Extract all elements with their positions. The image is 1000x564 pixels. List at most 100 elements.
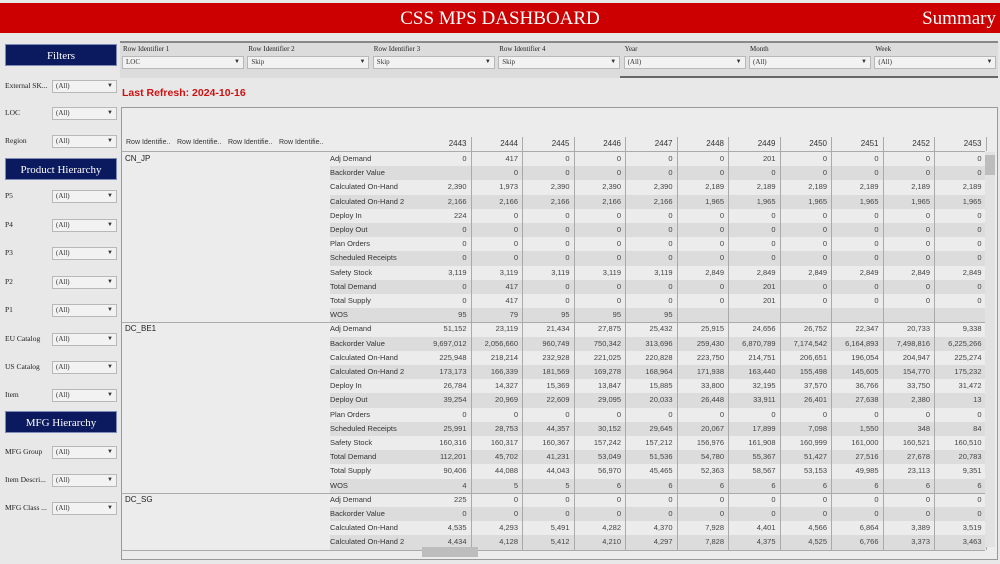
table-row: Total Demand 0 417 0 0 0 0 201 0 0 0 0 <box>330 279 987 294</box>
table-row: Plan Orders 0 0 0 0 0 0 0 0 0 0 0 <box>330 237 987 252</box>
table-cell: 0 <box>523 223 575 238</box>
table-cell: 0 <box>884 294 935 309</box>
table-cell: 154,770 <box>884 365 935 380</box>
week-header-2451[interactable]: 2451 <box>832 137 884 151</box>
table-cell <box>420 166 472 181</box>
topfilter-dropdown[interactable]: (All) ▼ <box>623 56 746 69</box>
table-cell: 225,274 <box>935 350 987 365</box>
filter-dropdown[interactable]: (All) ▼ <box>52 333 117 346</box>
table-cell: 2,166 <box>626 194 678 209</box>
table-cell: 0 <box>935 492 987 507</box>
topfilter-label: Week <box>875 45 892 53</box>
table-cell: 2,166 <box>523 194 575 209</box>
table-cell: 2,390 <box>575 180 626 195</box>
filter-dropdown[interactable]: (All) ▼ <box>52 474 117 487</box>
row-identifier-header[interactable]: Row Identifie.. <box>126 139 171 146</box>
topfilter-dropdown[interactable]: (All) ▼ <box>749 56 871 69</box>
filter-dropdown[interactable]: (All) ▼ <box>52 135 117 148</box>
week-header-2452[interactable]: 2452 <box>884 137 935 151</box>
filter-mfg-group: MFG Group (All) ▼ <box>5 446 117 460</box>
table-cell: 20,783 <box>935 450 987 465</box>
filter-dropdown[interactable]: (All) ▼ <box>52 247 117 260</box>
week-header-2453[interactable]: 2453 <box>935 137 987 151</box>
table-cell: 0 <box>420 251 472 266</box>
table-cell: 5,412 <box>523 535 575 550</box>
row-identifier-header[interactable]: Row Identifie.. <box>279 139 324 146</box>
filter-mfg-class-: MFG Class ... (All) ▼ <box>5 502 117 516</box>
chevron-down-icon: ▼ <box>861 59 867 65</box>
table-cell: 0 <box>832 492 884 507</box>
week-header-2447[interactable]: 2447 <box>626 137 678 151</box>
filter-dropdown[interactable]: (All) ▼ <box>52 361 117 374</box>
table-row: Total Supply 90,406 44,088 44,043 56,970 45,4… <box>330 464 987 479</box>
table-cell: 0 <box>781 407 832 422</box>
table-cell: 196,054 <box>832 350 884 365</box>
chevron-down-icon: ▼ <box>107 449 113 455</box>
table-cell: 7,828 <box>678 535 729 550</box>
table-row: Adj Demand 225 0 0 0 0 0 0 0 0 0 0 <box>330 492 987 507</box>
week-header-2444[interactable]: 2444 <box>472 137 523 151</box>
filter-dropdown[interactable]: (All) ▼ <box>52 219 117 232</box>
filter-dropdown[interactable]: (All) ▼ <box>52 276 117 289</box>
table-cell: 32,195 <box>729 379 781 394</box>
metric-label: Deploy Out <box>330 225 368 234</box>
filter-dropdown[interactable]: (All) ▼ <box>52 389 117 402</box>
vertical-scroll-thumb[interactable] <box>985 155 995 175</box>
topfilter-dropdown[interactable]: Skip ▼ <box>372 56 495 69</box>
table-cell: 3,119 <box>420 265 472 280</box>
table-cell: 0 <box>678 294 729 309</box>
table-cell: 53,153 <box>781 464 832 479</box>
filter-label: P4 <box>5 220 13 229</box>
table-cell: 0 <box>884 507 935 522</box>
topfilter-dropdown[interactable]: Skip ▼ <box>498 56 621 69</box>
table-cell: 0 <box>523 208 575 223</box>
summary-tab[interactable]: Summary <box>922 8 996 29</box>
table-cell: 0 <box>575 223 626 238</box>
vertical-scrollbar[interactable] <box>985 152 995 547</box>
table-cell: 0 <box>781 237 832 252</box>
table-cell: 220,828 <box>626 350 678 365</box>
filter-dropdown[interactable]: (All) ▼ <box>52 80 117 93</box>
week-header-2443[interactable]: 2443 <box>420 137 472 151</box>
week-header-2449[interactable]: 2449 <box>729 137 781 151</box>
filter-label: Item Descri... <box>5 475 46 484</box>
filter-dropdown[interactable]: (All) ▼ <box>52 304 117 317</box>
week-header-2446[interactable]: 2446 <box>575 137 626 151</box>
metric-label: Adj Demand <box>330 324 372 334</box>
table-cell: 0 <box>575 492 626 507</box>
week-header-2450[interactable]: 2450 <box>781 137 832 151</box>
week-header-2445[interactable]: 2445 <box>523 137 575 151</box>
filter-external-sk-: External SK... (All) ▼ <box>5 80 117 94</box>
table-cell: 13,847 <box>575 379 626 394</box>
table-cell: 7,928 <box>678 521 729 536</box>
table-cell: 417 <box>472 294 523 309</box>
week-header-2448[interactable]: 2448 <box>678 137 729 151</box>
dropdown-value: (All) <box>753 58 767 66</box>
table-cell: 84 <box>935 421 987 436</box>
row-identifier-header[interactable]: Row Identifie.. <box>177 139 222 146</box>
table-cell: 4,566 <box>781 521 832 536</box>
table-cell: 0 <box>523 279 575 294</box>
topfilter-dropdown[interactable]: (All) ▼ <box>874 56 997 69</box>
chevron-down-icon: ▼ <box>107 279 113 285</box>
filter-dropdown[interactable]: (All) ▼ <box>52 446 117 459</box>
table-cell: 3,389 <box>884 521 935 536</box>
filter-dropdown[interactable]: (All) ▼ <box>52 190 117 203</box>
table-cell: 0 <box>575 251 626 266</box>
filter-dropdown[interactable]: (All) ▼ <box>52 502 117 515</box>
table-cell: 4,375 <box>729 535 781 550</box>
table-cell: 2,189 <box>678 180 729 195</box>
table-cell: 0 <box>575 279 626 294</box>
chevron-down-icon: ▼ <box>107 307 113 313</box>
topfilter-dropdown[interactable]: LOC ▼ <box>122 56 244 69</box>
horizontal-scroll-thumb[interactable] <box>422 547 478 557</box>
metric-label: Calculated On-Hand <box>330 182 398 192</box>
table-cell: 0 <box>781 208 832 223</box>
filter-dropdown[interactable]: (All) ▼ <box>52 107 117 120</box>
topfilter-dropdown[interactable]: Skip ▼ <box>247 56 370 69</box>
metric-label: Deploy Out <box>330 395 368 405</box>
row-identifier-header[interactable]: Row Identifie.. <box>228 139 273 146</box>
table-cell: 4,282 <box>575 521 626 536</box>
table-cell: 168,964 <box>626 365 678 380</box>
table-row: Backorder Value 9,697,012 2,056,660 960,749… <box>330 336 987 351</box>
